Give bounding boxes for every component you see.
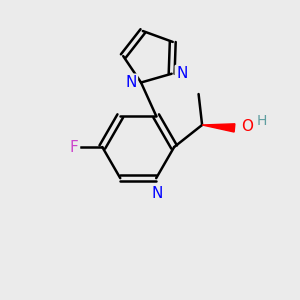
Text: O: O — [241, 119, 253, 134]
Text: H: H — [256, 114, 267, 128]
Text: F: F — [70, 140, 79, 154]
Text: N: N — [176, 66, 188, 81]
Polygon shape — [202, 124, 235, 132]
Text: N: N — [152, 186, 163, 201]
Text: N: N — [125, 75, 136, 90]
